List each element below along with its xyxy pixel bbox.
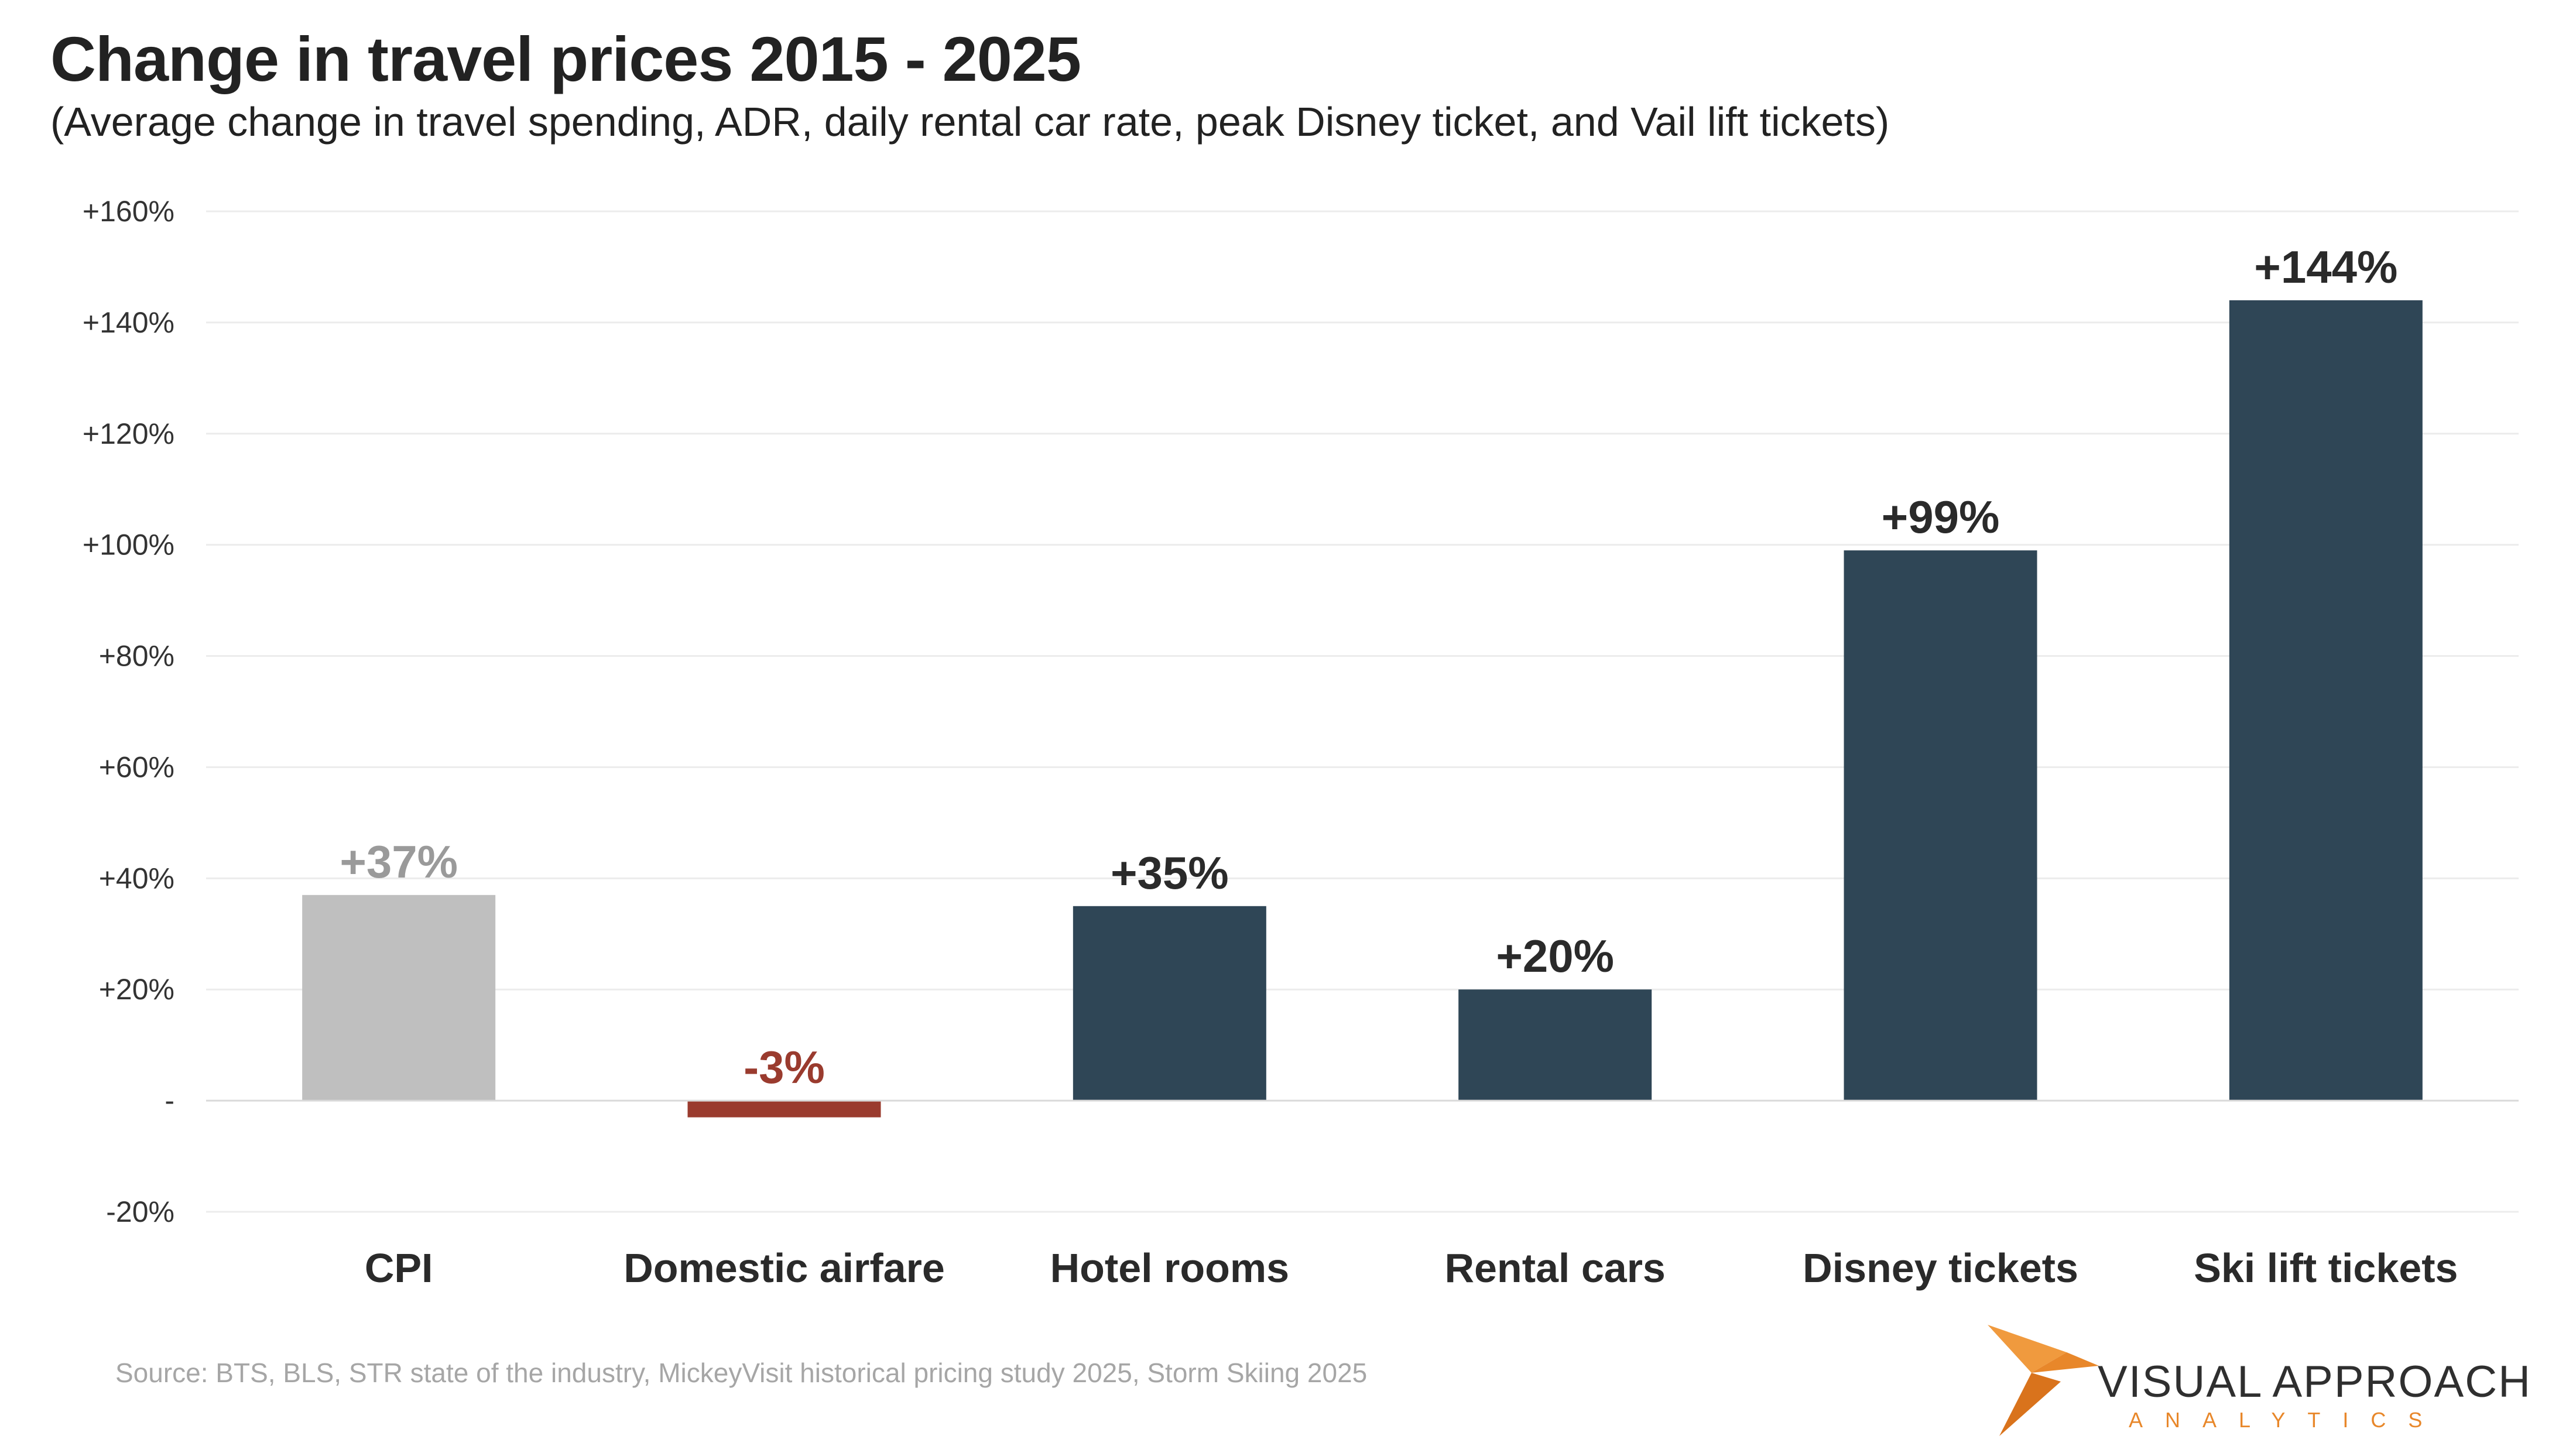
- data-label: +37%: [340, 836, 458, 887]
- bar: [2229, 300, 2423, 1101]
- y-tick-label: +120%: [83, 417, 174, 450]
- y-tick-label: +80%: [99, 640, 174, 673]
- chart-subtitle: (Average change in travel spending, ADR,…: [50, 99, 1890, 145]
- data-label: +20%: [1496, 930, 1614, 982]
- x-tick-label: Disney tickets: [1803, 1245, 2078, 1291]
- logo-name: VISUAL APPROACH: [2098, 1357, 2532, 1407]
- logo-arrow-icon: [1988, 1325, 2099, 1436]
- y-tick-label: +100%: [83, 529, 174, 561]
- y-tick-label: -20%: [106, 1195, 174, 1228]
- x-tick-label: Hotel rooms: [1050, 1245, 1289, 1291]
- data-label: +99%: [1882, 491, 2000, 543]
- bar: [1458, 989, 1652, 1101]
- y-tick-label: +40%: [99, 862, 174, 895]
- data-label: +35%: [1111, 847, 1229, 899]
- bar: [302, 895, 496, 1101]
- y-tick-label: +140%: [83, 306, 174, 339]
- x-tick-label: CPI: [365, 1245, 433, 1291]
- bar: [1073, 906, 1266, 1101]
- logo-tagline: ANALYTICS: [2129, 1408, 2445, 1432]
- y-tick-label: +20%: [99, 973, 174, 1006]
- bar: [1844, 550, 2037, 1101]
- y-tick-label: +160%: [83, 195, 174, 228]
- bar: [687, 1101, 881, 1118]
- source-note: Source: BTS, BLS, STR state of the indus…: [115, 1358, 1368, 1388]
- y-tick-label: -: [165, 1084, 174, 1117]
- x-tick-label: Rental cars: [1444, 1245, 1665, 1291]
- data-label: -3%: [744, 1041, 825, 1093]
- y-tick-label: +60%: [99, 751, 174, 783]
- chart-title: Change in travel prices 2015 - 2025: [50, 23, 1081, 94]
- data-label: +144%: [2254, 241, 2397, 293]
- x-tick-label: Domestic airfare: [624, 1245, 945, 1291]
- company-logo: VISUAL APPROACH ANALYTICS: [1973, 1320, 2547, 1437]
- x-tick-label: Ski lift tickets: [2194, 1245, 2458, 1291]
